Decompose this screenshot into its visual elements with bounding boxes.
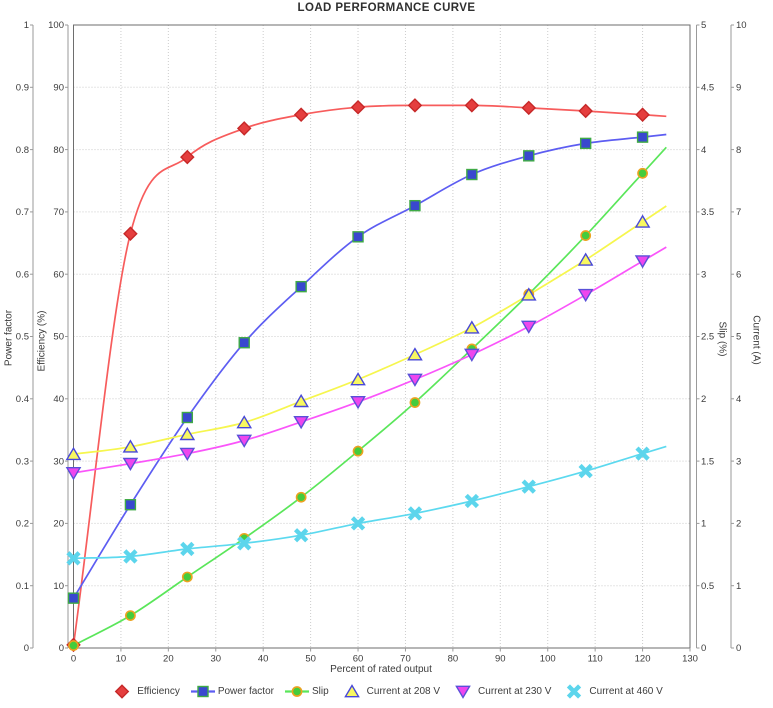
svg-text:0.1: 0.1 xyxy=(16,581,29,592)
svg-text:0.3: 0.3 xyxy=(16,456,29,467)
svg-text:20: 20 xyxy=(53,519,64,530)
svg-text:90: 90 xyxy=(53,83,64,94)
svg-text:2: 2 xyxy=(736,519,741,530)
triangle-up-icon xyxy=(343,683,360,697)
svg-text:0.7: 0.7 xyxy=(16,207,29,218)
svg-text:0: 0 xyxy=(736,643,741,654)
markers-current-at-230-v xyxy=(65,255,651,481)
svg-text:4: 4 xyxy=(736,394,741,405)
svg-text:0.6: 0.6 xyxy=(16,269,29,280)
legend-label: Current at 460 V xyxy=(589,685,663,697)
svg-text:5: 5 xyxy=(736,332,741,343)
svg-text:130: 130 xyxy=(682,654,698,665)
svg-text:20: 20 xyxy=(163,654,174,665)
curve-slip xyxy=(73,146,667,647)
svg-text:0: 0 xyxy=(71,654,76,665)
x-cross-icon xyxy=(567,683,582,699)
square-icon xyxy=(190,685,215,697)
grid-horizontal xyxy=(73,86,690,587)
svg-text:0.5: 0.5 xyxy=(701,581,714,592)
svg-text:4: 4 xyxy=(701,145,706,156)
legend-item-efficiency: Efficiency xyxy=(110,683,180,700)
svg-text:7: 7 xyxy=(736,207,741,218)
svg-text:70: 70 xyxy=(400,654,411,665)
svg-text:100: 100 xyxy=(540,654,556,665)
svg-text:10: 10 xyxy=(736,20,747,31)
svg-text:5: 5 xyxy=(701,20,706,31)
svg-text:9: 9 xyxy=(736,83,741,94)
svg-text:10: 10 xyxy=(116,654,127,665)
svg-text:4.5: 4.5 xyxy=(701,83,714,94)
svg-text:30: 30 xyxy=(53,456,64,467)
svg-text:50: 50 xyxy=(53,332,64,343)
svg-text:0.2: 0.2 xyxy=(16,519,29,530)
svg-text:1: 1 xyxy=(24,20,29,31)
svg-text:50: 50 xyxy=(305,654,316,665)
legend-item-current-at-460-v: Current at 460 V xyxy=(562,683,663,700)
circle-icon xyxy=(284,685,309,697)
svg-text:1: 1 xyxy=(736,581,741,592)
svg-text:0: 0 xyxy=(59,643,64,654)
legend-item-power-factor: Power factor xyxy=(190,683,274,700)
svg-text:0.4: 0.4 xyxy=(16,394,29,405)
markers-power-factor xyxy=(67,131,649,604)
svg-text:110: 110 xyxy=(588,654,603,665)
legend-label: Power factor xyxy=(217,685,274,697)
legend: Efficiency Power factor Slip Current at 208… xyxy=(0,680,773,702)
power-factor-axis: 0 0.1 0.2 0.3 0.4 0.5 0.6 0.7 0.8 0.9 1 xyxy=(16,20,34,654)
x-axis: 0 10 20 30 40 50 60 70 80 90 100 110 120 130 xyxy=(71,648,698,665)
legend-label: Efficiency xyxy=(137,685,180,697)
chart-title: LOAD PERFORMANCE CURVE xyxy=(297,2,476,14)
legend-item-current-at-208-v: Current at 208 V xyxy=(340,683,440,700)
svg-text:3.5: 3.5 xyxy=(701,207,714,218)
markers-current-at-208-v xyxy=(65,214,651,461)
svg-text:0: 0 xyxy=(701,643,706,654)
svg-text:70: 70 xyxy=(53,207,64,218)
legend-label: Slip xyxy=(311,685,329,697)
svg-text:10: 10 xyxy=(53,581,64,592)
svg-text:80: 80 xyxy=(53,145,64,156)
svg-text:0: 0 xyxy=(24,643,29,654)
curve-current-at-230-v xyxy=(73,246,667,474)
svg-text:8: 8 xyxy=(736,145,741,156)
svg-text:1: 1 xyxy=(701,519,706,530)
svg-text:30: 30 xyxy=(210,654,221,665)
svg-text:1.5: 1.5 xyxy=(701,456,714,467)
svg-text:0.8: 0.8 xyxy=(16,145,29,156)
svg-text:2: 2 xyxy=(701,394,706,405)
svg-text:60: 60 xyxy=(353,654,364,665)
markers-current-at-460-v xyxy=(66,446,650,566)
svg-text:6: 6 xyxy=(736,269,741,280)
legend-item-slip: Slip xyxy=(284,683,329,700)
efficiency-axis: 0 10 20 30 40 50 60 70 80 90 100 xyxy=(48,20,69,654)
svg-text:40: 40 xyxy=(53,394,64,405)
grid-vertical xyxy=(120,25,644,648)
axis-title-x: Percent of rated output xyxy=(330,664,432,675)
svg-text:3: 3 xyxy=(701,269,706,280)
svg-text:120: 120 xyxy=(635,654,651,665)
diamond-icon xyxy=(114,683,130,699)
legend-label: Current at 208 V xyxy=(366,685,441,697)
slip-axis: 0 0.5 1 1.5 2 2.5 3 3.5 4 4.5 5 xyxy=(696,20,714,654)
svg-text:3: 3 xyxy=(736,456,741,467)
triangle-down-icon xyxy=(455,685,471,699)
svg-text:40: 40 xyxy=(258,654,269,665)
svg-text:0.9: 0.9 xyxy=(16,83,29,94)
legend-label: Current at 230 V xyxy=(478,685,552,697)
current-axis: 0 1 2 3 4 5 6 7 8 9 10 xyxy=(730,20,747,654)
svg-text:80: 80 xyxy=(448,654,459,665)
curve-current-at-460-v xyxy=(73,445,667,560)
svg-text:0.5: 0.5 xyxy=(16,332,29,343)
svg-text:100: 100 xyxy=(48,20,64,31)
svg-text:2.5: 2.5 xyxy=(701,332,714,343)
curve-power-factor xyxy=(72,133,667,599)
plot-border xyxy=(73,24,691,649)
legend-item-current-at-230-v: Current at 230 V xyxy=(451,683,551,700)
svg-text:90: 90 xyxy=(495,654,506,665)
svg-text:60: 60 xyxy=(53,269,64,280)
